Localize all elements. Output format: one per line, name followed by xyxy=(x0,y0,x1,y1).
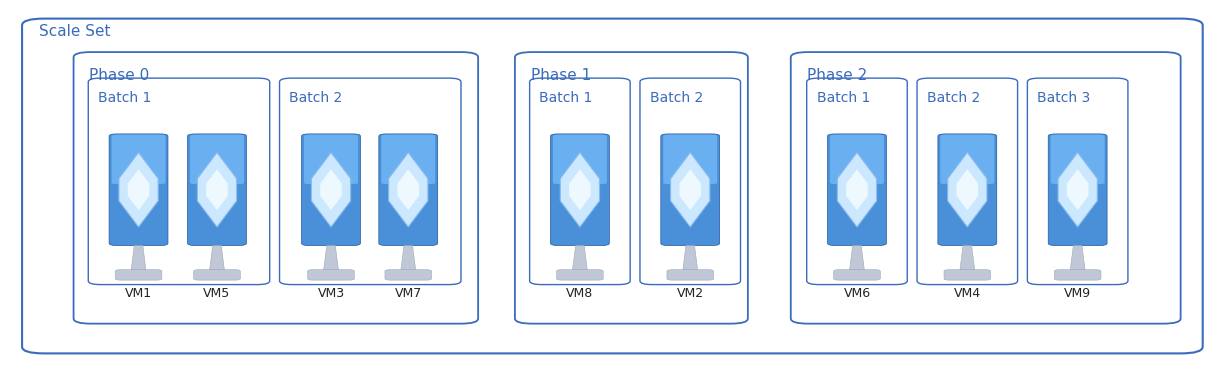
Polygon shape xyxy=(197,153,237,227)
FancyBboxPatch shape xyxy=(308,270,354,280)
Polygon shape xyxy=(837,153,877,227)
Polygon shape xyxy=(1070,246,1085,270)
Polygon shape xyxy=(573,246,587,270)
Text: Batch 1: Batch 1 xyxy=(539,91,593,105)
Polygon shape xyxy=(671,153,710,227)
Polygon shape xyxy=(948,153,987,227)
Polygon shape xyxy=(401,246,416,270)
Polygon shape xyxy=(683,246,698,270)
FancyBboxPatch shape xyxy=(557,270,603,280)
FancyBboxPatch shape xyxy=(661,134,720,246)
Polygon shape xyxy=(324,246,338,270)
FancyBboxPatch shape xyxy=(807,78,907,285)
Text: Phase 2: Phase 2 xyxy=(807,68,867,83)
Polygon shape xyxy=(320,169,342,210)
FancyBboxPatch shape xyxy=(830,135,884,184)
Text: Batch 2: Batch 2 xyxy=(650,91,702,105)
Text: Batch 3: Batch 3 xyxy=(1037,91,1090,105)
FancyBboxPatch shape xyxy=(1051,135,1105,184)
Text: VM6: VM6 xyxy=(843,287,870,300)
Text: Batch 2: Batch 2 xyxy=(289,91,342,105)
FancyBboxPatch shape xyxy=(917,78,1018,285)
FancyBboxPatch shape xyxy=(791,52,1181,324)
FancyBboxPatch shape xyxy=(109,134,168,246)
Text: VM8: VM8 xyxy=(566,287,593,300)
Text: Batch 1: Batch 1 xyxy=(98,91,152,105)
Polygon shape xyxy=(846,169,868,210)
FancyBboxPatch shape xyxy=(190,135,244,184)
FancyBboxPatch shape xyxy=(194,270,240,280)
FancyBboxPatch shape xyxy=(304,135,358,184)
Polygon shape xyxy=(311,153,351,227)
Text: VM7: VM7 xyxy=(395,287,422,300)
Polygon shape xyxy=(956,169,978,210)
FancyBboxPatch shape xyxy=(88,78,270,285)
Text: Scale Set: Scale Set xyxy=(39,24,110,39)
Text: VM1: VM1 xyxy=(125,287,152,300)
Text: VM4: VM4 xyxy=(954,287,981,300)
Polygon shape xyxy=(206,169,228,210)
Polygon shape xyxy=(569,169,591,210)
Text: Phase 0: Phase 0 xyxy=(89,68,150,83)
FancyBboxPatch shape xyxy=(667,270,714,280)
FancyBboxPatch shape xyxy=(280,78,461,285)
FancyBboxPatch shape xyxy=(944,270,991,280)
Polygon shape xyxy=(850,246,864,270)
FancyBboxPatch shape xyxy=(663,135,717,184)
Text: VM9: VM9 xyxy=(1064,287,1091,300)
Polygon shape xyxy=(119,153,158,227)
Polygon shape xyxy=(679,169,701,210)
Polygon shape xyxy=(960,246,975,270)
FancyBboxPatch shape xyxy=(640,78,741,285)
Text: Batch 2: Batch 2 xyxy=(927,91,980,105)
FancyBboxPatch shape xyxy=(938,134,997,246)
FancyBboxPatch shape xyxy=(385,270,432,280)
Polygon shape xyxy=(131,246,146,270)
FancyBboxPatch shape xyxy=(22,19,1203,353)
Text: Phase 1: Phase 1 xyxy=(531,68,591,83)
FancyBboxPatch shape xyxy=(112,135,166,184)
FancyBboxPatch shape xyxy=(1054,270,1101,280)
Polygon shape xyxy=(389,153,428,227)
FancyBboxPatch shape xyxy=(188,134,246,246)
FancyBboxPatch shape xyxy=(302,134,360,246)
Polygon shape xyxy=(560,153,600,227)
Polygon shape xyxy=(1067,169,1089,210)
FancyBboxPatch shape xyxy=(115,270,162,280)
Text: VM5: VM5 xyxy=(204,287,230,300)
FancyBboxPatch shape xyxy=(834,270,880,280)
Polygon shape xyxy=(210,246,224,270)
FancyBboxPatch shape xyxy=(515,52,748,324)
FancyBboxPatch shape xyxy=(74,52,478,324)
FancyBboxPatch shape xyxy=(379,134,438,246)
Text: VM2: VM2 xyxy=(677,287,704,300)
Polygon shape xyxy=(128,169,150,210)
Text: Batch 1: Batch 1 xyxy=(817,91,870,105)
Polygon shape xyxy=(1058,153,1097,227)
FancyBboxPatch shape xyxy=(381,135,435,184)
FancyBboxPatch shape xyxy=(550,134,609,246)
Text: VM3: VM3 xyxy=(318,287,345,300)
FancyBboxPatch shape xyxy=(940,135,994,184)
FancyBboxPatch shape xyxy=(1027,78,1128,285)
FancyBboxPatch shape xyxy=(530,78,630,285)
FancyBboxPatch shape xyxy=(828,134,886,246)
FancyBboxPatch shape xyxy=(553,135,607,184)
FancyBboxPatch shape xyxy=(1048,134,1107,246)
Polygon shape xyxy=(397,169,419,210)
